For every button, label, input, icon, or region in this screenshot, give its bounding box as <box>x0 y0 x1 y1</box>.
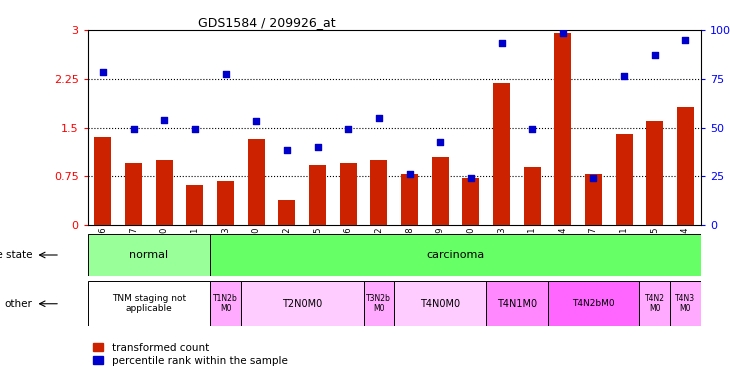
Point <box>434 139 446 145</box>
Bar <box>431 157 449 225</box>
Point <box>496 40 507 46</box>
Bar <box>401 174 418 225</box>
Point <box>588 175 599 181</box>
Bar <box>615 134 633 225</box>
Bar <box>493 83 510 225</box>
Text: T4N3
M0: T4N3 M0 <box>675 294 696 314</box>
Text: carcinoma: carcinoma <box>426 250 485 260</box>
Bar <box>394 281 486 326</box>
Text: T4N1M0: T4N1M0 <box>497 299 537 309</box>
Bar <box>548 281 639 326</box>
Point <box>342 126 354 132</box>
Text: TNM staging not
applicable: TNM staging not applicable <box>112 294 186 314</box>
Point <box>158 117 170 123</box>
Bar <box>309 165 326 225</box>
Bar <box>639 281 670 326</box>
Text: other: other <box>4 299 32 309</box>
Bar <box>278 200 296 225</box>
Bar <box>186 185 204 225</box>
Point <box>680 37 691 43</box>
Bar <box>88 281 210 326</box>
Text: T3N2b
M0: T3N2b M0 <box>366 294 391 314</box>
Bar <box>677 107 694 225</box>
Text: T4N2
M0: T4N2 M0 <box>645 294 665 314</box>
Bar <box>370 160 388 225</box>
Point <box>281 147 293 153</box>
Text: T4N0M0: T4N0M0 <box>420 299 460 309</box>
Point <box>220 71 231 77</box>
Point <box>404 171 415 177</box>
Bar <box>94 137 112 225</box>
Point <box>312 144 323 150</box>
Bar <box>217 181 234 225</box>
Bar <box>210 234 701 276</box>
Text: T1N2b
M0: T1N2b M0 <box>213 294 238 314</box>
Point <box>373 115 385 121</box>
Bar <box>486 281 548 326</box>
Bar <box>247 139 265 225</box>
Bar <box>462 178 480 225</box>
Point <box>526 126 538 132</box>
Bar <box>88 234 210 276</box>
Bar <box>241 281 364 326</box>
Bar <box>523 166 541 225</box>
Point <box>250 118 262 124</box>
Point <box>465 175 477 181</box>
Bar <box>646 121 664 225</box>
Bar <box>125 163 142 225</box>
Bar <box>210 281 241 326</box>
Text: GDS1584 / 209926_at: GDS1584 / 209926_at <box>198 16 336 29</box>
Bar <box>670 281 701 326</box>
Point <box>557 30 569 36</box>
Bar <box>339 163 357 225</box>
Point <box>97 69 109 75</box>
Text: disease state: disease state <box>0 250 32 260</box>
Point <box>128 126 139 132</box>
Point <box>618 72 630 78</box>
Legend: transformed count, percentile rank within the sample: transformed count, percentile rank withi… <box>93 343 288 366</box>
Bar <box>554 33 572 225</box>
Point <box>189 126 201 132</box>
Text: T4N2bM0: T4N2bM0 <box>572 299 615 308</box>
Text: T2N0M0: T2N0M0 <box>282 299 323 309</box>
Text: normal: normal <box>129 250 169 260</box>
Bar <box>364 281 394 326</box>
Bar <box>585 174 602 225</box>
Bar <box>155 160 173 225</box>
Point <box>649 52 661 58</box>
